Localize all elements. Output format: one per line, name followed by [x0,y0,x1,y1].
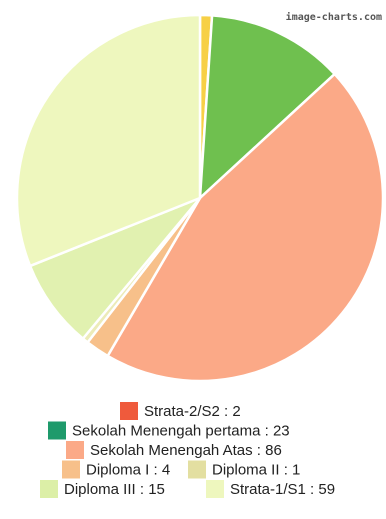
legend: Strata-2/S2 : 2 Sekolah Menengah pertama … [40,402,335,498]
legend-swatch-1-0 [48,421,66,440]
watermark-text: image-charts.com [286,11,382,23]
pie-slice-6 [15,13,202,268]
legend-swatch-2-0 [66,441,84,459]
legend-label-2-0: Sekolah Menengah Atas : 86 [90,442,282,459]
legend-swatch-0-0 [120,402,138,420]
legend-label-0-0: Strata-2/S2 : 2 [144,403,241,420]
legend-swatch-3-0 [62,460,80,479]
legend-label-3-1: Diploma II : 1 [212,462,300,479]
legend-swatch-3-1 [188,460,206,479]
pie-slice-2 [106,72,385,383]
pie-slice-1 [198,14,336,200]
legend-label-4-1: Strata-1/S1 : 59 [230,481,335,498]
legend-label-3-0: Diploma I : 4 [86,462,170,479]
legend-swatch-4-0 [40,480,58,498]
pie-slice-5 [28,196,202,340]
legend-swatch-4-1 [206,480,224,498]
legend-label-4-0: Diploma III : 15 [64,481,165,498]
legend-label-1-0: Sekolah Menengah pertama : 23 [72,423,290,440]
pie-slices [15,13,385,383]
